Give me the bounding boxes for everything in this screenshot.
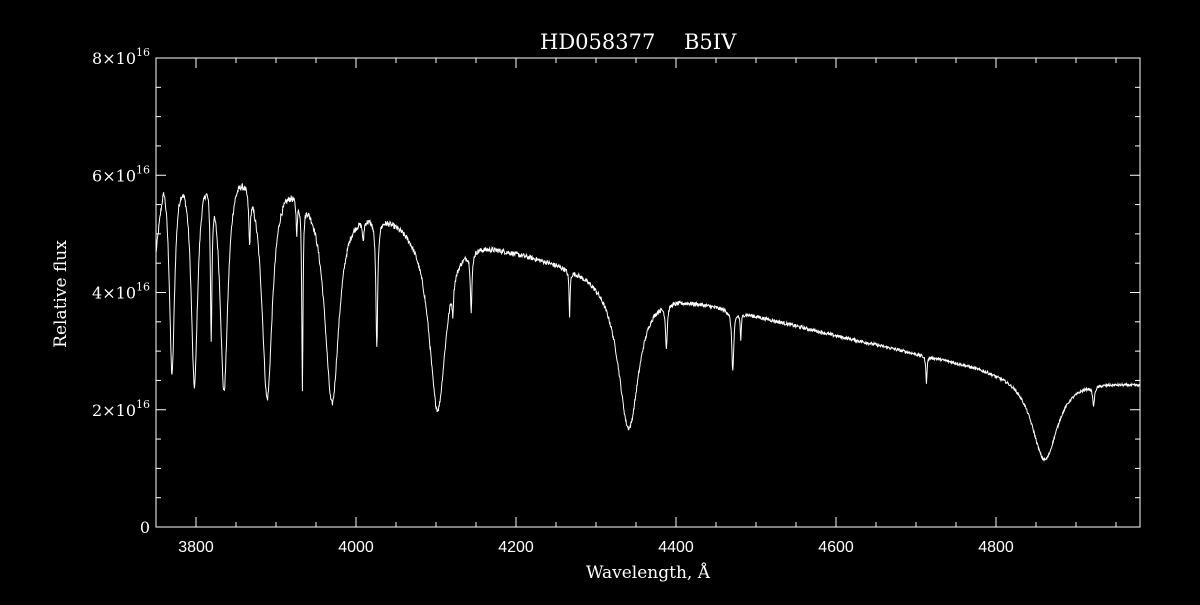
y-tick-label: 0	[140, 518, 150, 537]
chart-title-sptype: B5IV	[684, 30, 737, 54]
chart-title: HD058377 B5IV	[540, 30, 737, 54]
x-axis-label: Wavelength, Å	[586, 562, 711, 583]
x-tick-label: 4800	[978, 539, 1014, 556]
y-axis: 0 2×1016 4×1016 6×1016 8×1016	[92, 46, 1140, 537]
chart-title-star: HD058377	[540, 30, 655, 54]
x-axis: 3800 4000 4200 4400 4600 4800	[155, 58, 1117, 556]
spectrum-series-line	[155, 183, 1141, 463]
x-tick-label: 4000	[338, 539, 374, 556]
x-tick-label: 3800	[178, 539, 214, 556]
x-tick-label: 4400	[658, 539, 694, 556]
y-tick-label: 2×1016	[92, 398, 150, 420]
y-tick-label: 6×1016	[92, 163, 150, 185]
y-tick-label: 4×1016	[92, 281, 150, 303]
y-tick-label: 8×1016	[92, 46, 150, 68]
y-axis-label: Relative flux	[51, 240, 71, 348]
x-tick-label: 4200	[498, 539, 534, 556]
x-tick-label: 4600	[818, 539, 854, 556]
